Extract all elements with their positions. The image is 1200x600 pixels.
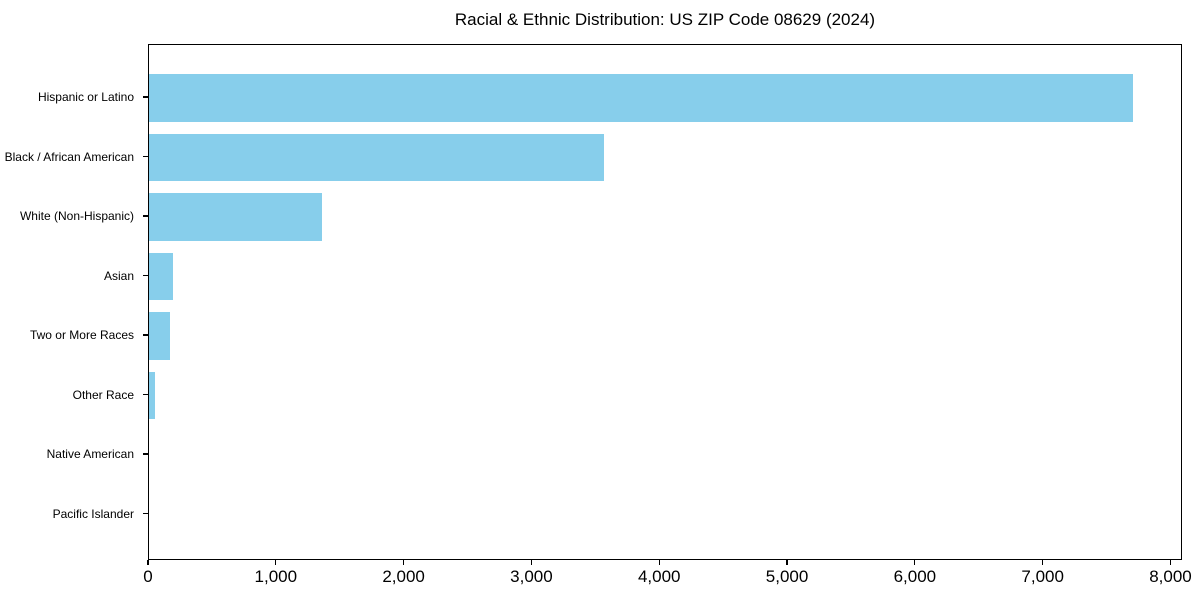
plot-area — [148, 44, 1182, 560]
y-tick-mark — [143, 96, 148, 98]
x-tick-mark — [786, 560, 788, 565]
x-tick-label-0: 0 — [143, 567, 153, 586]
chart-title: Racial & Ethnic Distribution: US ZIP Cod… — [454, 10, 876, 29]
bar-white-non-hispanic — [149, 193, 322, 241]
y-tick-mark — [143, 453, 148, 455]
y-tick-label-pacific-islander: Pacific Islander — [52, 506, 134, 521]
bar-two-or-more-races — [149, 312, 171, 360]
y-tick-label-black-african-american: Black / African American — [4, 149, 134, 164]
x-tick-label-5000: 5,000 — [765, 567, 809, 586]
x-tick-mark — [530, 560, 533, 565]
bar-hispanic-or-latino — [149, 74, 1134, 122]
bar-other-race — [149, 371, 155, 420]
x-tick-label-4000: 4,000 — [637, 567, 681, 586]
x-tick-mark — [1169, 560, 1172, 565]
x-tick-mark — [914, 560, 916, 565]
x-tick-label-3000: 3,000 — [510, 567, 553, 586]
y-tick-label-other-race: Other Race — [72, 387, 134, 402]
x-tick-label-2000: 2,000 — [382, 567, 425, 586]
y-tick-label-white-non-hispanic: White (Non-Hispanic) — [19, 209, 134, 223]
x-tick-label-1000: 1,000 — [254, 567, 298, 586]
y-tick-mark — [143, 274, 148, 277]
y-tick-label-two-or-more-races: Two or More Races — [29, 328, 134, 342]
x-tick-label-6000: 6,000 — [893, 567, 937, 586]
bar-black-african-american — [149, 133, 604, 182]
x-tick-mark — [1042, 560, 1044, 565]
x-tick-mark — [403, 560, 405, 565]
y-tick-label-native-american: Native American — [46, 447, 134, 461]
bar-asian — [149, 252, 173, 301]
y-tick-label-asian: Asian — [103, 268, 134, 283]
y-tick-mark — [143, 512, 148, 515]
y-tick-mark — [143, 215, 148, 217]
x-tick-label-7000: 7,000 — [1021, 567, 1064, 586]
x-tick-mark — [658, 560, 660, 565]
x-tick-mark — [275, 560, 277, 565]
y-tick-label-hispanic-or-latino: Hispanic or Latino — [37, 90, 134, 104]
y-tick-mark — [143, 393, 148, 396]
y-tick-mark — [143, 334, 148, 336]
y-tick-mark — [143, 155, 148, 158]
x-tick-mark — [147, 560, 149, 565]
x-tick-label-8000: 8,000 — [1149, 567, 1192, 586]
